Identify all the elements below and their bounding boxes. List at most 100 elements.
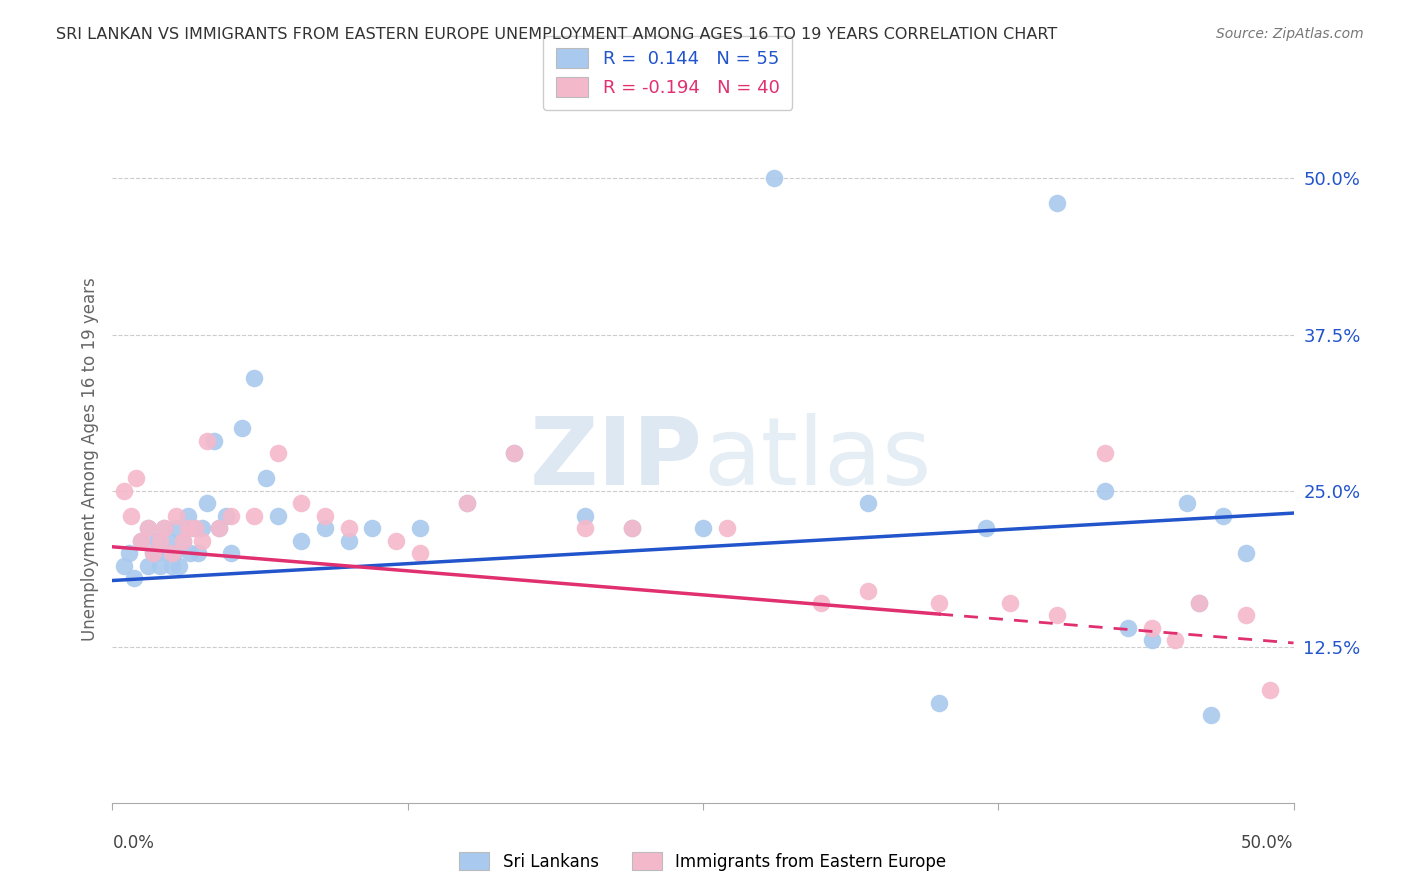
Point [1140, 633, 1163, 648]
Point [267, 508, 290, 523]
Point [122, 571, 145, 585]
Point [243, 371, 266, 385]
Point [456, 496, 478, 510]
Point [184, 521, 207, 535]
Y-axis label: Unemployment Among Ages 16 to 19 years: Unemployment Among Ages 16 to 19 years [80, 277, 98, 641]
Point [177, 521, 200, 535]
Point [408, 546, 430, 560]
Text: Source: ZipAtlas.com: Source: ZipAtlas.com [1216, 27, 1364, 41]
Point [195, 496, 218, 510]
Point [503, 446, 526, 460]
Point [202, 434, 225, 448]
Point [125, 471, 148, 485]
Point [928, 596, 950, 610]
Point [146, 533, 169, 548]
Point [157, 533, 180, 548]
Point [231, 421, 253, 435]
Point [1199, 708, 1222, 723]
Point [208, 521, 231, 535]
Point [337, 533, 360, 548]
Legend: R =  0.144   N = 55, R = -0.194   N = 40: R = 0.144 N = 55, R = -0.194 N = 40 [543, 36, 792, 110]
Text: 0.0%: 0.0% [112, 834, 155, 852]
Point [160, 546, 183, 560]
Point [998, 596, 1021, 610]
Point [160, 558, 183, 573]
Point [621, 521, 644, 535]
Point [195, 434, 218, 448]
Point [181, 521, 204, 535]
Point [136, 521, 159, 535]
Point [762, 171, 785, 186]
Point [156, 546, 179, 560]
Point [716, 521, 738, 535]
Point [153, 521, 176, 535]
Point [219, 546, 242, 560]
Point [1116, 621, 1139, 635]
Point [219, 508, 242, 523]
Point [574, 521, 596, 535]
Point [1212, 508, 1234, 523]
Point [810, 596, 832, 610]
Point [621, 521, 644, 535]
Point [186, 546, 208, 560]
Point [129, 533, 152, 548]
Point [208, 521, 231, 535]
Point [136, 558, 159, 573]
Text: ZIP: ZIP [530, 413, 703, 506]
Point [215, 508, 238, 523]
Point [408, 521, 430, 535]
Point [692, 521, 714, 535]
Point [129, 533, 152, 548]
Point [1234, 608, 1257, 623]
Point [361, 521, 384, 535]
Point [142, 546, 165, 560]
Point [1094, 446, 1116, 460]
Point [149, 533, 172, 548]
Point [456, 496, 478, 510]
Point [191, 533, 214, 548]
Point [314, 521, 336, 535]
Text: 50.0%: 50.0% [1241, 834, 1294, 852]
Point [163, 546, 186, 560]
Point [172, 533, 194, 548]
Point [179, 546, 201, 560]
Point [1188, 596, 1211, 610]
Text: SRI LANKAN VS IMMIGRANTS FROM EASTERN EUROPE UNEMPLOYMENT AMONG AGES 16 TO 19 YE: SRI LANKAN VS IMMIGRANTS FROM EASTERN EU… [56, 27, 1057, 42]
Point [191, 521, 214, 535]
Point [1234, 546, 1257, 560]
Point [290, 496, 312, 510]
Point [172, 533, 194, 548]
Point [290, 533, 312, 548]
Point [1188, 596, 1211, 610]
Point [112, 483, 135, 498]
Point [1258, 683, 1281, 698]
Legend: Sri Lankans, Immigrants from Eastern Europe: Sri Lankans, Immigrants from Eastern Eur… [451, 844, 955, 880]
Point [177, 508, 200, 523]
Point [1164, 633, 1187, 648]
Point [503, 446, 526, 460]
Point [118, 546, 141, 560]
Point [1175, 496, 1198, 510]
Point [1046, 196, 1069, 211]
Point [165, 508, 187, 523]
Point [1094, 483, 1116, 498]
Point [858, 496, 880, 510]
Point [112, 558, 135, 573]
Point [143, 546, 166, 560]
Text: atlas: atlas [703, 413, 931, 506]
Point [120, 508, 142, 523]
Point [167, 558, 190, 573]
Point [142, 546, 165, 560]
Point [385, 533, 408, 548]
Point [1140, 621, 1163, 635]
Point [976, 521, 998, 535]
Point [314, 508, 336, 523]
Point [858, 583, 880, 598]
Point [267, 446, 290, 460]
Point [149, 558, 172, 573]
Point [928, 696, 950, 710]
Point [165, 521, 187, 535]
Point [337, 521, 360, 535]
Point [1046, 608, 1069, 623]
Point [574, 508, 596, 523]
